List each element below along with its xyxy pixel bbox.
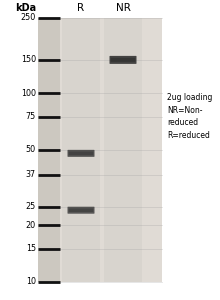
Text: 2ug loading
NR=Non-
reduced
R=reduced: 2ug loading NR=Non- reduced R=reduced	[167, 94, 212, 140]
FancyBboxPatch shape	[69, 152, 93, 155]
Text: 50: 50	[26, 146, 36, 154]
Text: 37: 37	[26, 170, 36, 179]
Text: 25: 25	[26, 202, 36, 211]
FancyBboxPatch shape	[68, 207, 95, 214]
Text: 15: 15	[26, 244, 36, 253]
FancyBboxPatch shape	[111, 58, 135, 62]
Text: 150: 150	[21, 56, 36, 64]
Bar	[38, 18, 162, 282]
Bar	[62, 18, 100, 282]
FancyBboxPatch shape	[68, 150, 95, 157]
Text: 75: 75	[26, 112, 36, 121]
Text: NR: NR	[116, 3, 130, 13]
Bar	[38, 18, 60, 282]
FancyBboxPatch shape	[110, 56, 136, 64]
Text: kDa: kDa	[15, 3, 36, 13]
Bar	[104, 18, 142, 282]
Text: 250: 250	[21, 14, 36, 22]
Text: 10: 10	[26, 278, 36, 286]
Text: 100: 100	[21, 89, 36, 98]
FancyBboxPatch shape	[69, 208, 93, 212]
Text: R: R	[77, 3, 84, 13]
Text: 20: 20	[26, 221, 36, 230]
